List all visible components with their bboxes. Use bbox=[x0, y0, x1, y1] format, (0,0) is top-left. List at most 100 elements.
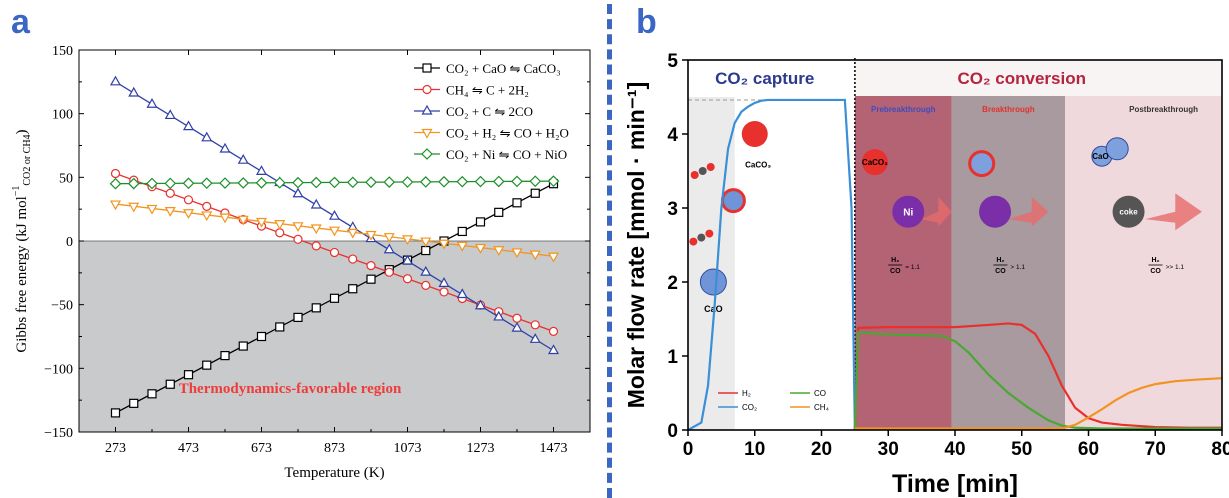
x-axis-label: Temperature (K) bbox=[284, 465, 384, 481]
series-2-point bbox=[109, 75, 122, 86]
series-0-point bbox=[183, 370, 194, 380]
flow-legend: H₂ CO CO₂ CH₄ bbox=[718, 389, 829, 412]
y-tick-label: 0 bbox=[66, 235, 73, 250]
series-0-point bbox=[421, 245, 431, 256]
stage-band-2 bbox=[1065, 96, 1222, 430]
series-3-point bbox=[493, 246, 505, 256]
x-tick-label-b: 50 bbox=[1011, 439, 1032, 460]
series-1-point bbox=[183, 195, 194, 205]
y-tick-label-b: 0 bbox=[667, 421, 678, 442]
series-3-point bbox=[255, 217, 268, 228]
ratio-den-2: CO bbox=[1150, 268, 1161, 275]
series-3 bbox=[109, 200, 560, 263]
x-axis-label-b: Time [min] bbox=[892, 470, 1018, 498]
stage-label-1: Breakthrough bbox=[982, 105, 1035, 114]
series-0-point bbox=[147, 389, 157, 399]
series-1-point bbox=[439, 287, 449, 297]
series-3-point bbox=[292, 222, 304, 233]
series-2-point bbox=[237, 153, 249, 164]
series-4-point bbox=[401, 176, 414, 188]
series-0 bbox=[110, 179, 559, 418]
y-axis-label-b: Molar flow rate [mmol · min⁻¹] bbox=[623, 82, 649, 408]
series-1-point bbox=[311, 241, 321, 251]
co2-molecule-o bbox=[689, 237, 698, 246]
ratio-den-1: CO bbox=[995, 268, 1006, 275]
series-1-point bbox=[384, 267, 394, 277]
cao-coated-particle bbox=[720, 188, 746, 214]
panel-b-letter: b bbox=[636, 3, 657, 41]
series-0-point bbox=[512, 198, 522, 208]
series-3-point bbox=[328, 226, 341, 237]
series-1-point bbox=[548, 326, 559, 337]
y-label-sup: −1 bbox=[11, 186, 22, 197]
series-3-point bbox=[401, 235, 414, 246]
legend-marker-2 bbox=[421, 104, 433, 115]
legend-label-3: CO₂ + H₂ ⇋ CO + H₂O bbox=[446, 126, 569, 141]
series-0-point bbox=[311, 303, 321, 313]
series-0-point bbox=[494, 207, 504, 217]
x-tick-label-b: 30 bbox=[878, 439, 899, 460]
series-0-point bbox=[129, 398, 139, 408]
x-tick-label: 1473 bbox=[540, 441, 568, 456]
legend-marker-3 bbox=[421, 128, 433, 139]
y-tick-label: −150 bbox=[44, 426, 73, 441]
y-tick-label-b: 5 bbox=[667, 51, 678, 72]
stage-label-2: Postbreakthrough bbox=[1129, 105, 1198, 114]
series-3-point bbox=[365, 230, 377, 241]
series-4-point bbox=[200, 177, 213, 190]
flow-series-3 bbox=[854, 377, 1223, 430]
cao-particle bbox=[699, 268, 727, 296]
flow-arrow-3 bbox=[1145, 193, 1202, 231]
series-1-point bbox=[329, 247, 340, 258]
series-0-point bbox=[220, 351, 230, 361]
series-4-point bbox=[511, 175, 523, 188]
region-annotation: Thermodynamics-favorable region bbox=[179, 381, 402, 397]
series-0-point bbox=[110, 408, 121, 418]
legend-label-0: CO₂ + CaO ⇋ CaCO₃ bbox=[446, 61, 561, 76]
panel-a-letter: a bbox=[11, 3, 30, 41]
flow-series-1 bbox=[853, 322, 1222, 431]
series-0-point bbox=[366, 274, 376, 284]
series-2-point bbox=[401, 254, 414, 265]
series-0-point bbox=[329, 293, 340, 303]
series-2-point bbox=[219, 142, 231, 153]
x-tick-label: 1273 bbox=[467, 441, 495, 456]
series-4-point bbox=[456, 175, 469, 188]
molar-flow-chart: Prebreakthrough H₂ CO = 1.1 Breakthrough H₂ CO… bbox=[623, 51, 1229, 498]
series-1-point bbox=[366, 261, 376, 271]
series-0-point bbox=[202, 360, 212, 370]
series-2-point bbox=[420, 265, 432, 276]
series-2-point bbox=[164, 109, 176, 120]
y-tick-label: 50 bbox=[59, 171, 73, 186]
series-4-point bbox=[182, 177, 195, 190]
series-3-point bbox=[456, 241, 468, 252]
series-4-point bbox=[474, 175, 487, 188]
series-4-point bbox=[419, 176, 432, 188]
coke-particle bbox=[1112, 195, 1145, 228]
legend-marker-4 bbox=[421, 148, 433, 160]
series-3-point bbox=[529, 250, 541, 261]
ratio-num-1: H₂ bbox=[996, 257, 1004, 264]
series-1-point bbox=[402, 274, 413, 284]
series-0-point bbox=[475, 217, 486, 227]
x-tick-label-b: 60 bbox=[1078, 439, 1099, 460]
series-1-point bbox=[421, 280, 431, 290]
series-3-point bbox=[109, 200, 122, 211]
series-3-point bbox=[219, 213, 231, 224]
series-3-point bbox=[182, 209, 195, 219]
series-2-point bbox=[493, 310, 505, 321]
y-tick-label-b: 2 bbox=[667, 273, 678, 294]
phase-capture-label: CO₂ capture bbox=[715, 69, 814, 88]
series-3-point bbox=[146, 204, 158, 215]
series-1-point bbox=[530, 320, 540, 330]
panel-divider bbox=[607, 4, 612, 498]
y-tick-label-b: 1 bbox=[667, 347, 678, 368]
y-label-main: Gibbs free energy (kJ mol bbox=[14, 196, 30, 352]
y-tick-label-b: 4 bbox=[667, 125, 678, 146]
series-3-point bbox=[438, 239, 450, 250]
series-0-point bbox=[165, 379, 175, 389]
x-tick-label-b: 40 bbox=[944, 439, 965, 460]
series-3-point bbox=[274, 220, 286, 230]
x-tick-label-b: 0 bbox=[683, 439, 694, 460]
stage-band-0 bbox=[854, 96, 952, 430]
